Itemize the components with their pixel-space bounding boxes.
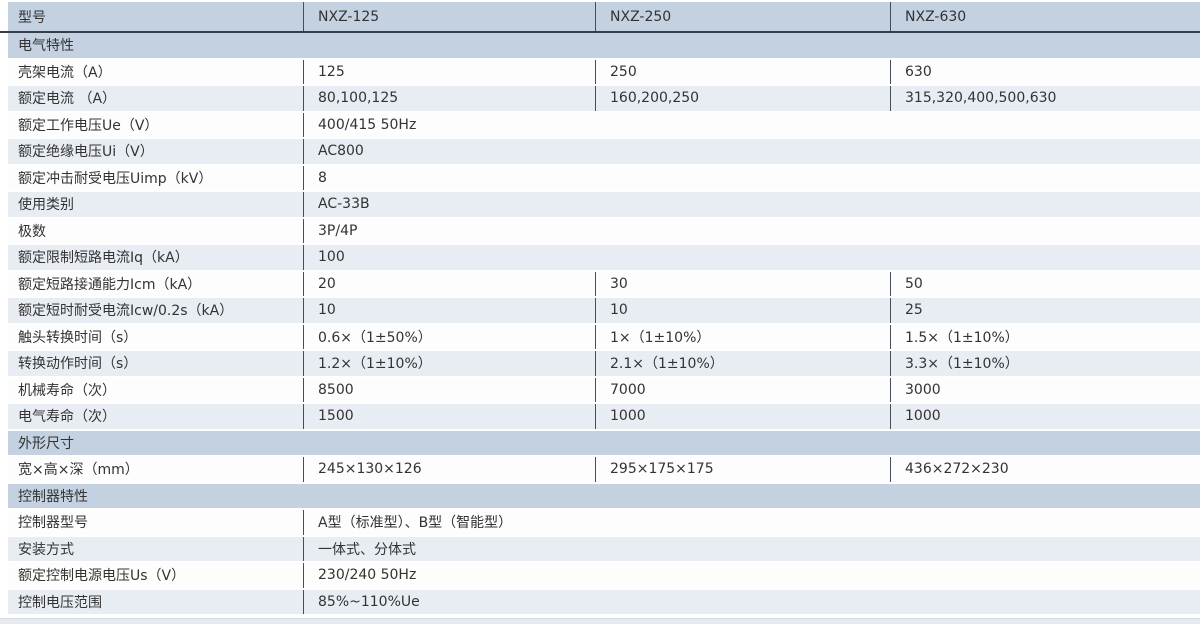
spec-row: 额定控制电源电压Us（V） 230/240 50Hz <box>8 563 1200 588</box>
row-label: 极数 <box>18 223 46 240</box>
row-label: 额定限制短路电流Iq（kA） <box>18 250 189 267</box>
row-value: 125 <box>303 59 595 84</box>
row-value: 8500 <box>303 377 595 402</box>
row-value: 1.5×（1±10%） <box>890 324 1200 349</box>
spec-row: 控制电压范围 85%~110%Ue <box>8 589 1200 614</box>
row-label: 控制器型号 <box>18 515 88 532</box>
row-label: 额定电流 （A） <box>18 91 117 108</box>
row-value: 10 <box>303 298 595 323</box>
row-label: 宽×高×深（mm） <box>18 462 139 479</box>
spec-row: 机械寿命（次） 8500 7000 3000 <box>8 377 1200 402</box>
spec-row: 电气寿命（次） 1500 1000 1000 <box>8 404 1200 429</box>
row-value: 245×130×126 <box>303 457 595 482</box>
row-value: 3.3×（1±10%） <box>890 351 1200 376</box>
row-value-spanning: 230/240 50Hz <box>303 563 1200 588</box>
row-value: 1000 <box>595 404 890 429</box>
row-value: 315,320,400,500,630 <box>890 86 1200 111</box>
row-label: 额定短路接通能力Icm（kA） <box>18 276 202 293</box>
row-value-spanning: 85%~110%Ue <box>303 589 1200 614</box>
row-value: 10 <box>595 298 890 323</box>
spec-row: 控制器型号 A型（标准型）、B型（智能型） <box>8 510 1200 535</box>
row-value-spanning: 一体式、分体式 <box>303 536 1200 561</box>
row-value: 160,200,250 <box>595 86 890 111</box>
row-value-spanning: 8 <box>303 165 1200 190</box>
row-label: 壳架电流（A） <box>18 64 112 81</box>
row-value-spanning: 400/415 50Hz <box>303 112 1200 137</box>
row-value: 80,100,125 <box>303 86 595 111</box>
table-body: 电气特性壳架电流（A） 125 250 630 额定电流 （A） 80,100,125 16… <box>8 33 1200 614</box>
header-model-nxz-125: NXZ-125 <box>303 2 595 31</box>
header-model-nxz-630: NXZ-630 <box>890 2 1200 31</box>
bottom-strip <box>0 618 1200 624</box>
row-label: 额定控制电源电压Us（V） <box>18 568 186 585</box>
row-value: 630 <box>890 59 1200 84</box>
row-label: 安装方式 <box>18 541 74 558</box>
spec-row: 触头转换时间（s） 0.6×（1±50%） 1×（1±10%） 1.5×（1±10%） <box>8 324 1200 349</box>
spec-row: 额定工作电压Ue（V） 400/415 50Hz <box>8 112 1200 137</box>
row-value: 1×（1±10%） <box>595 324 890 349</box>
header-model-nxz-250: NXZ-250 <box>595 2 890 31</box>
header-underline <box>0 31 1200 33</box>
spec-row: 额定电流 （A） 80,100,125 160,200,250 315,320,400… <box>8 86 1200 111</box>
header-model-label: 型号 <box>18 9 46 26</box>
row-value: 7000 <box>595 377 890 402</box>
row-value: 30 <box>595 271 890 296</box>
row-value-spanning: AC-33B <box>303 192 1200 217</box>
spec-row: 壳架电流（A） 125 250 630 <box>8 59 1200 84</box>
spec-row: 极数 3P/4P <box>8 218 1200 243</box>
spec-row: 宽×高×深（mm） 245×130×126 295×175×175 436×272×2… <box>8 457 1200 482</box>
row-value-spanning: 100 <box>303 245 1200 270</box>
row-label: 额定短时耐受电流Icw/0.2s（kA） <box>18 303 234 320</box>
row-value: 250 <box>595 59 890 84</box>
row-value: 1000 <box>890 404 1200 429</box>
row-value: 20 <box>303 271 595 296</box>
row-value: 1.2×（1±10%） <box>303 351 595 376</box>
row-label: 额定绝缘电压Ui（V） <box>18 144 154 161</box>
section-title: 控制器特性 <box>18 488 88 505</box>
row-label: 转换动作时间（s） <box>18 356 138 373</box>
row-value: 25 <box>890 298 1200 323</box>
section-title: 电气特性 <box>18 38 74 55</box>
spec-row: 额定短时耐受电流Icw/0.2s（kA） 10 10 25 <box>8 298 1200 323</box>
row-value: 295×175×175 <box>595 457 890 482</box>
row-value-spanning: AC800 <box>303 139 1200 164</box>
spec-row: 转换动作时间（s） 1.2×（1±10%） 2.1×（1±10%） 3.3×（1±10… <box>8 351 1200 376</box>
spec-row: 额定短路接通能力Icm（kA） 20 30 50 <box>8 271 1200 296</box>
row-value: 436×272×230 <box>890 457 1200 482</box>
row-label: 机械寿命（次） <box>18 382 116 399</box>
section-header-dimensions: 外形尺寸 <box>8 430 1200 455</box>
section-title: 外形尺寸 <box>18 435 74 452</box>
spec-row: 额定冲击耐受电压Uimp（kV） 8 <box>8 165 1200 190</box>
spec-row: 额定限制短路电流Iq（kA） 100 <box>8 245 1200 270</box>
row-value-spanning: A型（标准型）、B型（智能型） <box>303 510 1200 535</box>
table-header-row: 型号 NXZ-125 NXZ-250 NXZ-630 <box>8 2 1200 31</box>
row-label: 使用类别 <box>18 197 74 214</box>
row-value: 1500 <box>303 404 595 429</box>
row-label: 额定冲击耐受电压Uimp（kV） <box>18 170 213 187</box>
row-label: 控制电压范围 <box>18 594 102 611</box>
section-header-controller: 控制器特性 <box>8 483 1200 508</box>
row-label: 额定工作电压Ue（V） <box>18 117 159 134</box>
row-value: 3000 <box>890 377 1200 402</box>
row-value: 2.1×（1±10%） <box>595 351 890 376</box>
section-header-electrical: 电气特性 <box>8 33 1200 58</box>
spec-row: 使用类别 AC-33B <box>8 192 1200 217</box>
spec-row: 额定绝缘电压Ui（V） AC800 <box>8 139 1200 164</box>
row-value-spanning: 3P/4P <box>303 218 1200 243</box>
row-label: 电气寿命（次） <box>18 409 116 426</box>
spec-row: 安装方式 一体式、分体式 <box>8 536 1200 561</box>
row-value: 50 <box>890 271 1200 296</box>
row-label: 触头转换时间（s） <box>18 329 138 346</box>
row-value: 0.6×（1±50%） <box>303 324 595 349</box>
